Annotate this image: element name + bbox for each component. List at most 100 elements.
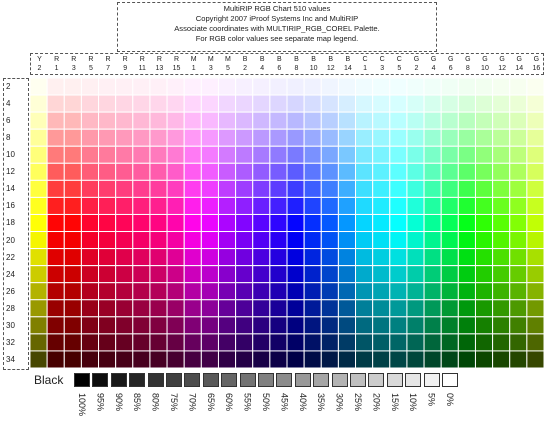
row-label: 14 [6, 184, 15, 194]
row-header: 2 4 6 8 10 12 14 16 18 20 22 24 26 28 30 32 34 [3, 78, 29, 370]
color-cell [30, 333, 48, 352]
color-cell [509, 265, 528, 284]
color-cell [355, 248, 374, 267]
color-cell [252, 265, 271, 284]
color-cell [235, 162, 254, 181]
color-cell [372, 145, 391, 164]
color-cell [63, 316, 82, 335]
color-cell [30, 179, 48, 198]
color-cell [98, 333, 117, 352]
color-cell [320, 145, 339, 164]
color-cell [252, 78, 271, 96]
color-cell [235, 78, 254, 96]
color-cell [303, 78, 322, 96]
color-cell [166, 316, 185, 335]
color-cell [457, 265, 476, 284]
color-cell [63, 350, 82, 368]
color-cell [509, 231, 528, 250]
color-cell [269, 111, 288, 130]
color-cell [440, 316, 459, 335]
percent-label: 30% [334, 393, 345, 412]
color-cell [303, 333, 322, 352]
gray-swatch [258, 373, 274, 387]
color-cell [80, 111, 100, 130]
color-cell [30, 196, 48, 215]
color-cell [46, 248, 65, 267]
color-cell [406, 111, 425, 130]
color-cell [200, 231, 219, 250]
row-label: 30 [6, 320, 15, 330]
row-label: 6 [6, 116, 11, 126]
gray-swatch [239, 373, 256, 387]
percent-label: 35% [316, 393, 327, 412]
color-cell [440, 265, 459, 284]
color-cell [166, 179, 185, 198]
color-cell [406, 78, 425, 96]
color-cell [474, 78, 494, 96]
color-cell [132, 316, 151, 335]
color-cell [98, 248, 117, 267]
color-cell [406, 265, 425, 284]
color-cell [46, 162, 65, 181]
color-cell [423, 265, 442, 284]
color-cell [183, 265, 202, 284]
color-cell [235, 179, 254, 198]
color-cell [474, 248, 494, 267]
color-cell [457, 333, 476, 352]
color-cell [423, 316, 442, 335]
color-cell [269, 231, 288, 250]
row-label: 10 [6, 150, 15, 160]
color-cell [183, 196, 202, 215]
color-cell [166, 145, 185, 164]
color-cell [132, 299, 151, 318]
percent-label: 65% [205, 393, 216, 412]
color-cell [355, 78, 374, 96]
title-line-1: MultiRIP RGB Chart 510 values [223, 4, 331, 13]
color-cell [337, 231, 357, 250]
color-cell [440, 231, 459, 250]
color-cell [183, 94, 202, 113]
color-cell [423, 213, 442, 233]
percent-label: 50% [261, 393, 271, 412]
percent-label: 55% [242, 393, 253, 412]
color-cell [46, 111, 65, 130]
color-cell [509, 179, 528, 198]
color-cell [132, 94, 151, 113]
color-cell [492, 316, 511, 335]
color-cell [98, 179, 117, 198]
color-cell [355, 299, 374, 318]
color-cell [183, 162, 202, 181]
color-cell [492, 94, 511, 113]
row-label: 2 [6, 82, 11, 91]
column-label: G 16 [532, 56, 541, 72]
color-cell [303, 111, 322, 130]
color-cell [217, 145, 237, 164]
color-cell [252, 179, 271, 198]
color-cell [303, 179, 322, 198]
color-cell [423, 248, 442, 267]
gray-swatch [74, 373, 90, 387]
color-cell [30, 145, 48, 164]
color-cell [183, 350, 202, 368]
color-cell [389, 282, 408, 301]
color-cell [440, 196, 459, 215]
color-cell [474, 316, 494, 335]
color-cell [492, 162, 511, 181]
color-cell [252, 231, 271, 250]
color-cell [372, 162, 391, 181]
color-cell [269, 299, 288, 318]
color-cell [149, 333, 168, 352]
color-cell [406, 128, 425, 147]
color-cell [406, 145, 425, 164]
color-cell [235, 213, 254, 233]
color-cell [46, 145, 65, 164]
color-cell [30, 316, 48, 335]
color-cell [492, 213, 511, 233]
color-cell [63, 128, 82, 147]
color-cell [423, 196, 442, 215]
color-cell [423, 111, 442, 130]
color-cell [217, 299, 237, 318]
